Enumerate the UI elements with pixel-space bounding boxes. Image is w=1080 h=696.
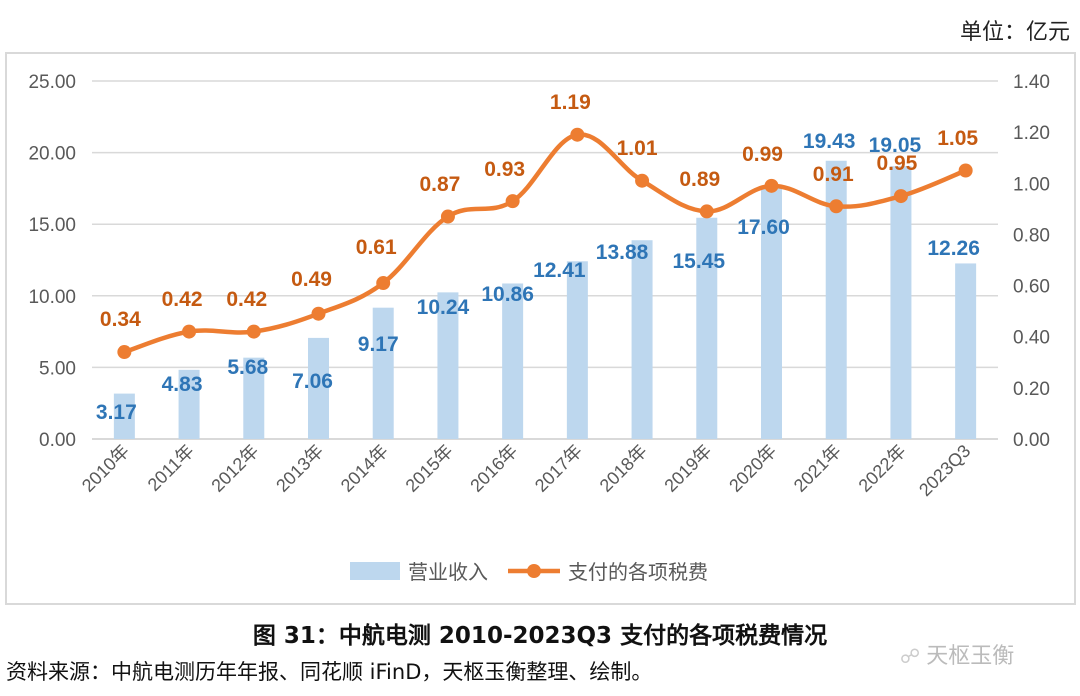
line-point-tax [829,199,844,214]
bar-revenue [178,369,200,439]
line-point-tax [246,324,261,339]
line-point-tax [635,173,650,188]
line-point-tax [117,345,132,360]
bar-revenue [955,263,977,439]
x-tick-label: 2020年 [725,441,780,496]
x-tick-label: 2014年 [337,441,392,496]
x-tick-label: 2015年 [402,441,457,496]
legend-label-tax: 支付的各项税费 [568,560,708,584]
bar-revenue [566,261,588,439]
line-point-tax [764,178,779,193]
source-note: 资料来源：中航电测历年年报、同花顺 iFinD，天枢玉衡整理、绘制。 [6,660,653,684]
line-data-label: 0.61 [356,236,397,259]
bar-revenue [372,307,394,439]
bar-revenue [761,186,782,439]
watermark: ☍ 天枢玉衡 [900,638,1014,670]
bar-data-label: 7.06 [292,370,333,393]
unit-label: 单位：亿元 [959,20,1070,45]
legend-swatch-revenue [350,562,400,580]
bar-revenue [502,283,524,439]
bar-data-label: 4.83 [162,373,203,396]
line-data-label: 0.89 [679,168,720,191]
bar-data-label: 19.43 [803,130,856,153]
bar-data-label: 10.86 [481,283,534,306]
x-tick-label: 2023Q3 [915,441,974,500]
line-point-tax [505,194,520,209]
x-tick-label: 2019年 [660,441,715,496]
y-left-tick-label: 5.00 [39,358,76,379]
y-right-tick-label: 1.00 [1013,174,1050,195]
bar-data-label: 5.68 [227,356,268,379]
x-tick-label: 2010年 [78,441,133,496]
line-point-tax [699,204,714,219]
line-data-label: 0.42 [226,288,267,311]
line-point-tax [376,276,391,291]
y-left-tick-label: 0.00 [39,430,76,451]
y-right-tick-label: 1.20 [1013,123,1050,144]
line-tax [122,132,968,355]
x-tick-label: 2021年 [790,441,845,496]
bar-data-label: 19.05 [869,134,922,157]
y-right-tick-label: 0.20 [1013,379,1050,400]
line-data-label: 0.99 [742,143,783,166]
legend-label-revenue: 营业收入 [408,560,488,584]
y-right-tick-label: 0.00 [1013,430,1050,451]
line-point-tax [958,163,973,178]
legend-swatch-tax-marker [527,564,541,578]
watermark-text: 天枢玉衡 [926,644,1015,669]
bar-data-label: 12.26 [927,237,980,260]
line-data-label: 1.01 [617,137,658,160]
x-tick-label: 2011年 [144,441,198,495]
x-tick-label: 2012年 [207,441,262,496]
line-data-label: 0.91 [813,163,854,186]
bar-data-label: 17.60 [737,216,790,239]
line-data-label: 0.93 [484,158,525,181]
line-data-label: 1.05 [937,127,978,150]
bar-data-label: 13.88 [596,241,649,264]
line-data-label: 1.19 [550,91,591,114]
line-point-tax [182,324,197,339]
bar-revenue [696,217,718,439]
line-point-tax [440,209,455,224]
x-tick-label: 2013年 [272,441,327,496]
bar-data-label: 15.45 [673,250,726,273]
chart-frame [5,52,1076,605]
x-tick-label: 2017年 [531,441,586,496]
y-left-tick-label: 25.00 [28,72,76,93]
bar-revenue [825,160,847,440]
bar-data-label: 10.24 [417,296,470,319]
y-left-tick-label: 10.00 [28,287,76,308]
x-tick-label: 2016年 [466,441,521,496]
y-right-tick-label: 0.60 [1013,277,1050,298]
bar-data-label: 9.17 [358,333,399,356]
wechat-icon: ☍ [900,644,921,668]
bar-data-label: 3.17 [96,401,137,424]
figure-caption: 图 31：中航电测 2010-2023Q3 支付的各项税费情况 [252,623,828,649]
bar-revenue [113,393,135,439]
bar-revenue [437,292,459,439]
x-tick-label: 2018年 [596,441,651,496]
line-point-tax [570,127,585,142]
bar-revenue [890,166,912,440]
line-point-tax [311,306,326,321]
line-data-label: 0.95 [876,152,917,175]
line-data-label: 0.34 [100,308,141,331]
bar-data-label: 12.41 [533,259,586,282]
bar-revenue [243,357,265,439]
y-right-tick-label: 0.40 [1013,328,1050,349]
line-data-label: 0.87 [419,173,460,196]
line-data-label: 0.42 [162,288,203,311]
line-point-tax [893,189,908,204]
bar-revenue [308,337,329,439]
y-left-tick-label: 20.00 [28,144,76,165]
y-right-tick-label: 1.40 [1013,72,1050,93]
bar-revenue [631,240,653,439]
line-data-label: 0.49 [291,268,332,291]
y-right-tick-label: 0.80 [1013,225,1050,246]
x-tick-label: 2022年 [855,441,910,496]
y-left-tick-label: 15.00 [28,215,76,236]
